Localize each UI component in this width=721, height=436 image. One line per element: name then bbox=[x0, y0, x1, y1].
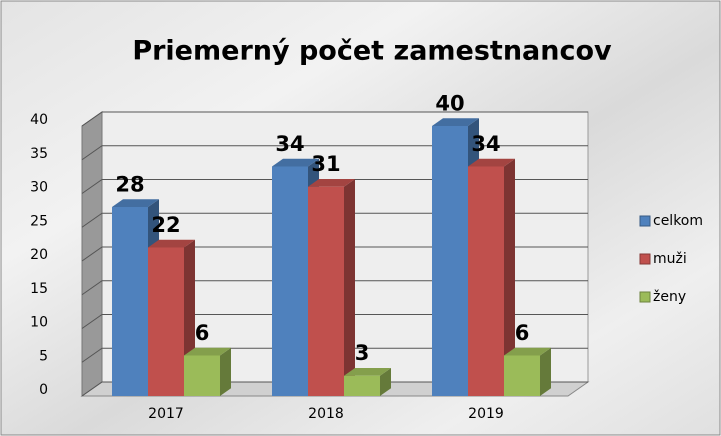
x-tick-label: 2019 bbox=[468, 406, 504, 422]
y-tick-label: 35 bbox=[30, 146, 48, 162]
bar-top bbox=[468, 158, 515, 167]
grid-line bbox=[81, 212, 588, 228]
x-tick-label: 2017 bbox=[148, 406, 184, 422]
data-label: 6 bbox=[195, 321, 210, 345]
bar-top bbox=[308, 179, 355, 187]
bar-top bbox=[112, 199, 159, 207]
legend-swatch bbox=[639, 253, 651, 265]
legend-swatch bbox=[639, 291, 651, 303]
bar-front bbox=[112, 207, 148, 396]
bar-top bbox=[344, 368, 391, 376]
legend-label: muži bbox=[653, 251, 687, 267]
bar bbox=[308, 179, 355, 396]
bar bbox=[184, 347, 231, 396]
bar-front bbox=[148, 247, 184, 396]
chart-title: Priemerný počet zamestnancov bbox=[132, 36, 612, 67]
data-label: 31 bbox=[311, 152, 340, 176]
data-label: 3 bbox=[355, 341, 370, 365]
legend-label: celkom bbox=[653, 213, 703, 229]
bar-top bbox=[504, 347, 551, 356]
grid-line bbox=[81, 347, 588, 363]
grid-line bbox=[81, 280, 588, 296]
grid-line bbox=[81, 314, 588, 329]
bar bbox=[344, 368, 391, 396]
y-tick-label: 30 bbox=[30, 180, 48, 196]
bar-top bbox=[432, 118, 479, 126]
data-label: 6 bbox=[515, 321, 530, 345]
bar-top bbox=[184, 347, 231, 356]
grid-line bbox=[81, 179, 588, 194]
data-label: 40 bbox=[435, 91, 464, 115]
bar-top bbox=[148, 239, 195, 248]
bar bbox=[468, 158, 515, 396]
grid-line bbox=[81, 381, 588, 397]
data-label: 34 bbox=[275, 132, 304, 156]
bar-side bbox=[220, 347, 231, 396]
legend-swatch bbox=[639, 215, 651, 227]
bar-front bbox=[344, 375, 380, 396]
y-tick-label: 15 bbox=[30, 281, 48, 297]
bar bbox=[504, 347, 551, 396]
grid-line bbox=[81, 246, 588, 262]
bar-side bbox=[540, 347, 551, 396]
y-tick-label: 40 bbox=[30, 112, 48, 128]
x-tick-label: 2018 bbox=[308, 406, 344, 422]
bar-side bbox=[344, 179, 355, 396]
y-tick-label: 5 bbox=[39, 348, 48, 364]
bar-side bbox=[504, 158, 515, 396]
bar-front bbox=[432, 126, 468, 396]
bar-front bbox=[308, 186, 344, 396]
y-tick-label: 10 bbox=[30, 315, 48, 331]
grid-line bbox=[81, 111, 588, 127]
y-tick-label: 0 bbox=[39, 382, 48, 398]
grid-line bbox=[81, 145, 588, 161]
bar-front bbox=[272, 166, 308, 396]
data-label: 28 bbox=[115, 172, 144, 196]
bar-front bbox=[504, 355, 540, 396]
bar-front bbox=[184, 355, 220, 396]
data-label: 22 bbox=[151, 213, 180, 237]
data-label: 34 bbox=[471, 132, 500, 156]
y-tick-label: 25 bbox=[30, 213, 48, 229]
y-tick-label: 20 bbox=[30, 247, 48, 263]
bar-top bbox=[272, 158, 319, 167]
bar-front bbox=[468, 166, 504, 396]
bar-side bbox=[380, 368, 391, 396]
legend-label: ženy bbox=[653, 289, 686, 305]
